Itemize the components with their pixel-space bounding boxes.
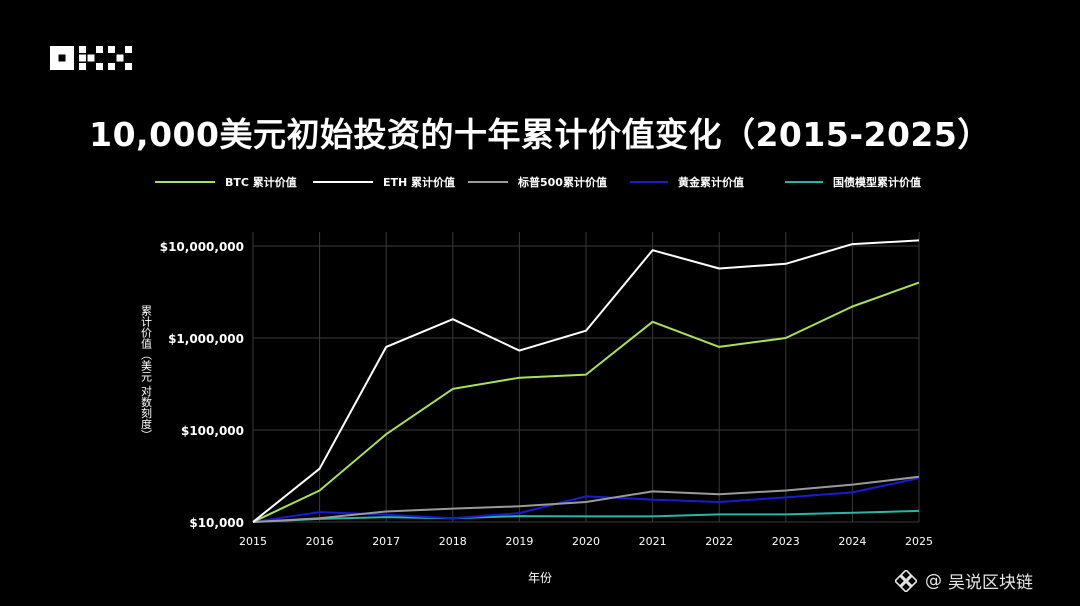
okx-logo (50, 46, 132, 70)
grid-layer (252, 232, 920, 523)
legend-item-gold: 黄金累计价值 (630, 172, 744, 192)
legend-item-sp500: 标普500累计价值 (468, 172, 607, 192)
legend-label-btc: BTC 累计价值 (225, 176, 297, 189)
x-tick-label: 2020 (572, 535, 600, 548)
legend-label-eth: ETH 累计价值 (383, 176, 456, 189)
legend-swatch-btc (155, 181, 215, 183)
x-axis-label: 年份 (528, 571, 552, 585)
x-tick-label: 2024 (838, 535, 866, 548)
watermark-at: @ (925, 570, 942, 591)
x-tick-label: 2023 (772, 535, 800, 548)
chart-legend: BTC 累计价值 ETH 累计价值 标普500累计价值 黄金累计价值 国债模型累… (0, 172, 1080, 192)
legend-label-sp500: 标普500累计价值 (518, 176, 607, 189)
y-tick-label: $10,000 (189, 516, 244, 530)
tick-layer: 2015 2016 2017 2018 2019 2020 2021 2022 2023 2024… (160, 240, 933, 548)
series-layer (252, 239, 920, 523)
legend-label-gold: 黄金累计价值 (678, 176, 744, 189)
series-line-eth (252, 239, 920, 523)
x-tick-label: 2019 (505, 535, 533, 548)
series-line-btc (252, 281, 920, 523)
legend-swatch-eth (313, 181, 373, 183)
legend-swatch-sp500 (468, 181, 508, 183)
legend-label-bonds: 国债模型累计价值 (833, 176, 921, 189)
watermark: @ 吴说区块链 (895, 568, 1033, 593)
series-line-bonds (252, 509, 920, 523)
x-tick-label: 2017 (372, 535, 400, 548)
legend-swatch-gold (630, 181, 668, 183)
x-tick-label: 2022 (705, 535, 733, 548)
x-tick-label: 2021 (639, 535, 667, 548)
x-tick-label: 2016 (306, 535, 334, 548)
legend-item-btc: BTC 累计价值 (155, 172, 297, 192)
y-axis-label: 累计价值（美元 对数刻度） (140, 305, 153, 441)
x-tick-label: 2018 (439, 535, 467, 548)
y-tick-label: $10,000,000 (160, 240, 244, 254)
chart-title: 10,000美元初始投资的十年累计价值变化（2015-2025） (89, 115, 991, 154)
y-tick-label: $1,000,000 (168, 332, 244, 346)
diamond-logo-icon (895, 569, 917, 592)
legend-swatch-bonds (785, 181, 823, 183)
legend-item-eth: ETH 累计价值 (313, 172, 455, 192)
legend-item-bonds: 国债模型累计价值 (785, 172, 921, 192)
series-line-sp500 (252, 475, 920, 523)
x-tick-label: 2025 (905, 535, 933, 548)
x-tick-label: 2015 (239, 535, 267, 548)
y-tick-label: $100,000 (181, 424, 244, 438)
watermark-name: 吴说区块链 (948, 573, 1033, 593)
